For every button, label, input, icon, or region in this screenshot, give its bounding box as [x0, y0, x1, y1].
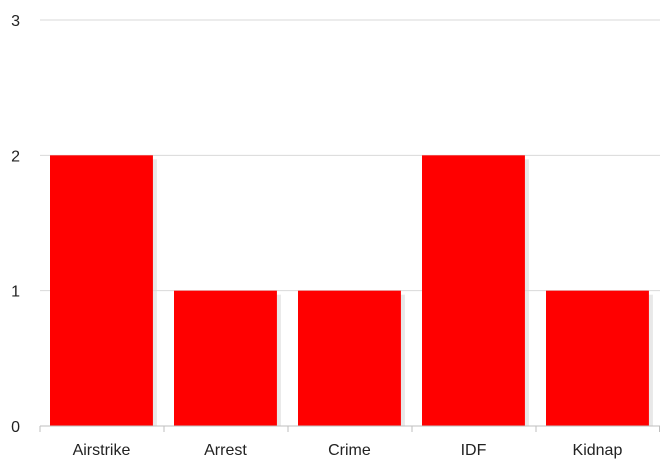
x-tick-label: Arrest: [204, 442, 247, 459]
y-tick-label: 0: [11, 419, 20, 436]
x-tick-label: Airstrike: [73, 442, 131, 459]
x-tick-label: IDF: [461, 442, 487, 459]
bars-layer: [50, 155, 653, 427]
axis-layer: 0 1 2 3 Airstrike Arrest Crime IDF Kidnap: [11, 13, 660, 459]
bar: [174, 290, 277, 426]
y-tick-label: 3: [11, 13, 20, 30]
y-tick-label: 1: [11, 284, 20, 301]
bar: [298, 290, 401, 426]
x-tick-label: Crime: [328, 442, 371, 459]
bar: [546, 290, 649, 426]
bar: [50, 155, 153, 427]
y-tick-label: 2: [11, 148, 20, 165]
bar: [422, 155, 525, 427]
x-tick-label: Kidnap: [573, 442, 623, 459]
